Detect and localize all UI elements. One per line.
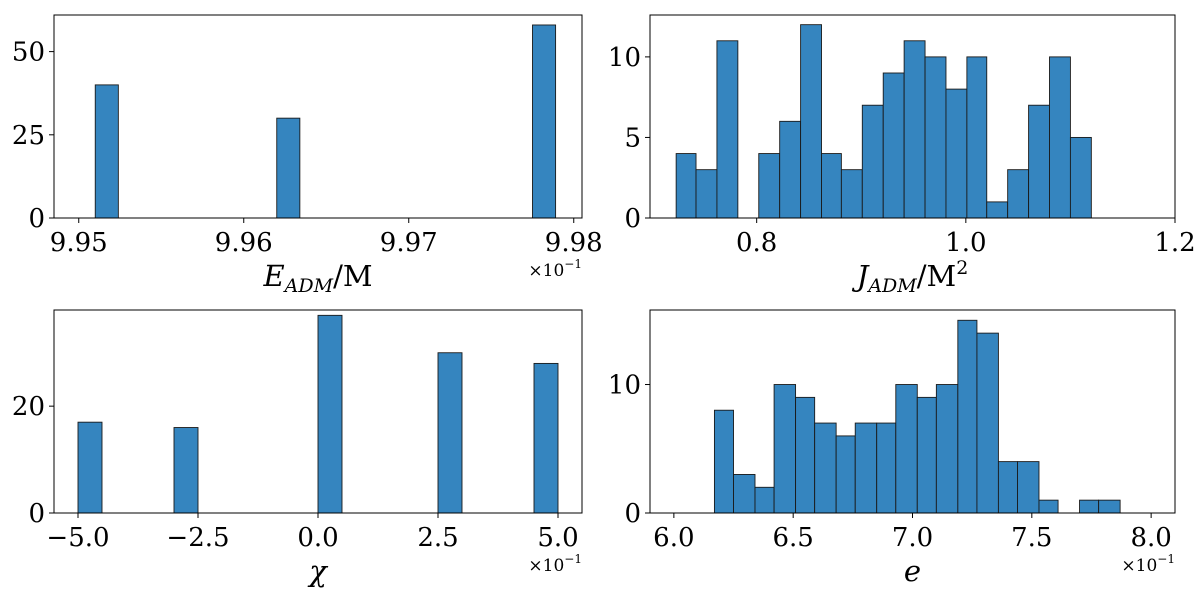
y-tick-label: 10 xyxy=(608,371,641,401)
histogram-bar xyxy=(821,153,842,219)
histogram-bar xyxy=(532,24,557,219)
x-axis-label: χ xyxy=(307,554,328,588)
x-tick-label: 9.98 xyxy=(545,228,603,258)
x-tick-label: 7.5 xyxy=(1011,523,1052,553)
axes-frame xyxy=(649,14,1176,219)
histogram-bar xyxy=(997,461,1018,514)
y-tick-label: 0 xyxy=(624,499,641,529)
histogram-bar xyxy=(1007,169,1030,219)
y-tick-label: 5 xyxy=(624,123,641,153)
y-tick-label: 0 xyxy=(28,204,45,234)
histogram-bar xyxy=(733,474,756,514)
histogram-bar xyxy=(1049,56,1071,219)
histogram-bar xyxy=(695,169,718,219)
spin-histogram: −5.0 −2.5 0.0 2.5 5.0 0 20 χ ×10−1 xyxy=(12,309,583,588)
histogram-bar xyxy=(966,56,988,219)
histogram-bar xyxy=(882,72,905,219)
x-axis-offset-label: ×10−1 xyxy=(528,257,582,281)
x-tick-label: 1.0 xyxy=(945,228,986,258)
x-axis-label: e xyxy=(904,554,921,588)
y-tick-label: 0 xyxy=(624,204,641,234)
histogram-bar xyxy=(861,104,884,219)
histogram-bar xyxy=(779,120,802,219)
histogram-bar xyxy=(876,422,897,514)
histogram-bar xyxy=(1079,499,1100,514)
x-tick-label: −2.5 xyxy=(166,523,229,553)
histogram-bar xyxy=(94,84,119,219)
axes-frame xyxy=(53,14,583,219)
x-tick-label: 6.5 xyxy=(773,523,814,553)
x-tick-label: 6.0 xyxy=(653,523,694,553)
histogram-bar xyxy=(957,319,978,514)
histogram-bar xyxy=(976,332,999,514)
histogram-bar xyxy=(895,384,918,514)
x-tick-label: −5.0 xyxy=(46,523,109,553)
histogram-bar xyxy=(1017,461,1040,514)
histogram-bar xyxy=(77,421,103,514)
histogram-bar xyxy=(945,88,968,219)
histogram-bar xyxy=(814,422,837,514)
x-tick-label: 1.2 xyxy=(1154,228,1195,258)
histogram-bar xyxy=(437,352,463,514)
y-tick-label: 50 xyxy=(12,38,45,68)
histogram-bar xyxy=(773,384,797,514)
histogram-bar xyxy=(835,435,856,514)
x-tick-label: 7.0 xyxy=(892,523,933,553)
histogram-bar xyxy=(716,40,739,219)
y-tick-label: 20 xyxy=(12,392,45,422)
histogram-bar xyxy=(935,384,959,514)
histogram-bar xyxy=(1038,499,1059,514)
histogram-bar xyxy=(754,486,775,514)
histogram-bar xyxy=(795,396,816,514)
histogram-bar xyxy=(173,427,199,514)
x-axis-offset-label: ×10−1 xyxy=(528,552,582,576)
x-axis-offset-label: ×10−1 xyxy=(1121,552,1175,576)
histogram-bar xyxy=(916,396,937,514)
x-tick-label: 0.0 xyxy=(297,523,338,553)
x-tick-label: 8.0 xyxy=(1130,523,1171,553)
x-tick-label: 5.0 xyxy=(537,523,578,553)
eccentricity-histogram: 6.0 6.5 7.0 7.5 8.0 0 10 e ×10−1 xyxy=(608,309,1176,588)
histogram-bar xyxy=(840,169,863,219)
x-tick-label: 2.5 xyxy=(417,523,458,553)
histogram-bar xyxy=(986,201,1009,219)
x-axis-label: EADM/M xyxy=(262,259,372,297)
histogram-bar xyxy=(675,153,697,219)
histogram-bar xyxy=(800,24,822,219)
x-tick-label: 9.95 xyxy=(50,228,108,258)
y-tick-label: 10 xyxy=(608,43,641,73)
histogram-bar xyxy=(758,153,781,219)
histogram-bar xyxy=(1069,136,1092,219)
histogram-bar xyxy=(713,409,734,514)
histogram-bar xyxy=(276,117,301,219)
histogram-bar xyxy=(533,362,559,514)
angular-momentum-histogram: 0.8 1.0 1.2 0 5 10 JADM/M2 xyxy=(608,14,1196,297)
x-tick-label: 9.97 xyxy=(380,228,438,258)
y-tick-label: 0 xyxy=(28,499,45,529)
histogram-bar xyxy=(1028,104,1050,219)
histogram-bar xyxy=(317,314,343,514)
y-tick-label: 25 xyxy=(12,121,45,151)
histogram-bar xyxy=(924,56,947,219)
x-axis-label: JADM/M2 xyxy=(852,257,969,297)
histogram-bar xyxy=(1098,499,1121,514)
histogram-bar xyxy=(854,422,878,514)
x-tick-label: 0.8 xyxy=(736,228,777,258)
energy-histogram: 9.95 9.96 9.97 9.98 0 25 50 EADM/M ×10−1 xyxy=(12,14,603,297)
histogram-bar xyxy=(903,40,926,219)
x-tick-label: 9.96 xyxy=(215,228,273,258)
